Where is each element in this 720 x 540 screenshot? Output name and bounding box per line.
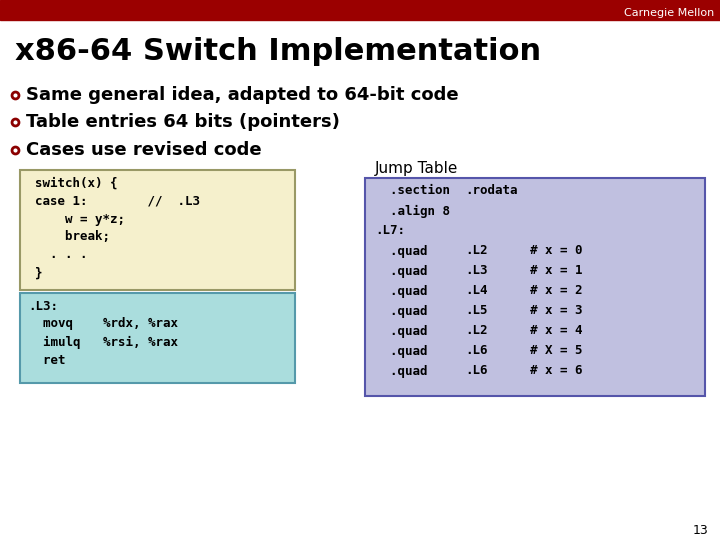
Text: # x = 3: # x = 3 <box>530 305 582 318</box>
Text: # x = 6: # x = 6 <box>530 364 582 377</box>
Text: .L7:: .L7: <box>375 225 405 238</box>
Text: .quad: .quad <box>375 305 428 318</box>
Text: .quad: .quad <box>375 245 428 258</box>
Text: .quad: .quad <box>375 345 428 357</box>
Text: 13: 13 <box>692 523 708 537</box>
Text: .L3: .L3 <box>465 265 487 278</box>
Text: . . .: . . . <box>35 248 88 261</box>
FancyBboxPatch shape <box>20 293 295 383</box>
Text: .L5: .L5 <box>465 305 487 318</box>
Text: .L6: .L6 <box>465 345 487 357</box>
Text: .L4: .L4 <box>465 285 487 298</box>
Text: imulq   %rsi, %rax: imulq %rsi, %rax <box>28 335 178 348</box>
Text: # x = 1: # x = 1 <box>530 265 582 278</box>
Text: Same general idea, adapted to 64-bit code: Same general idea, adapted to 64-bit cod… <box>26 86 459 104</box>
Text: .align 8: .align 8 <box>375 205 450 218</box>
Text: Cases use revised code: Cases use revised code <box>26 141 261 159</box>
Text: movq    %rdx, %rax: movq %rdx, %rax <box>28 318 178 330</box>
Text: .quad: .quad <box>375 265 428 278</box>
Text: x86-64 Switch Implementation: x86-64 Switch Implementation <box>15 37 541 66</box>
Text: Table entries 64 bits (pointers): Table entries 64 bits (pointers) <box>26 113 340 131</box>
Text: switch(x) {: switch(x) { <box>35 177 117 190</box>
Text: .quad: .quad <box>375 325 428 338</box>
Text: .quad: .quad <box>375 285 428 298</box>
Bar <box>0 0 720 20</box>
Text: .L2: .L2 <box>465 325 487 338</box>
Text: # x = 2: # x = 2 <box>530 285 582 298</box>
Text: .L2: .L2 <box>465 245 487 258</box>
Text: case 1:        //  .L3: case 1: // .L3 <box>35 194 200 207</box>
Text: # X = 5: # X = 5 <box>530 345 582 357</box>
Text: ret: ret <box>28 354 66 367</box>
Text: .rodata: .rodata <box>465 185 518 198</box>
Text: # x = 0: # x = 0 <box>530 245 582 258</box>
Text: break;: break; <box>35 231 110 244</box>
Text: .quad: .quad <box>375 364 428 377</box>
Text: }: } <box>35 267 42 280</box>
FancyBboxPatch shape <box>365 178 705 396</box>
Text: Jump Table: Jump Table <box>375 160 459 176</box>
Text: Carnegie Mellon: Carnegie Mellon <box>624 8 714 18</box>
Text: .L3:: .L3: <box>28 300 58 313</box>
Text: .section: .section <box>375 185 450 198</box>
Text: # x = 4: # x = 4 <box>530 325 582 338</box>
Text: .L6: .L6 <box>465 364 487 377</box>
Text: w = y*z;: w = y*z; <box>35 213 125 226</box>
FancyBboxPatch shape <box>20 170 295 290</box>
